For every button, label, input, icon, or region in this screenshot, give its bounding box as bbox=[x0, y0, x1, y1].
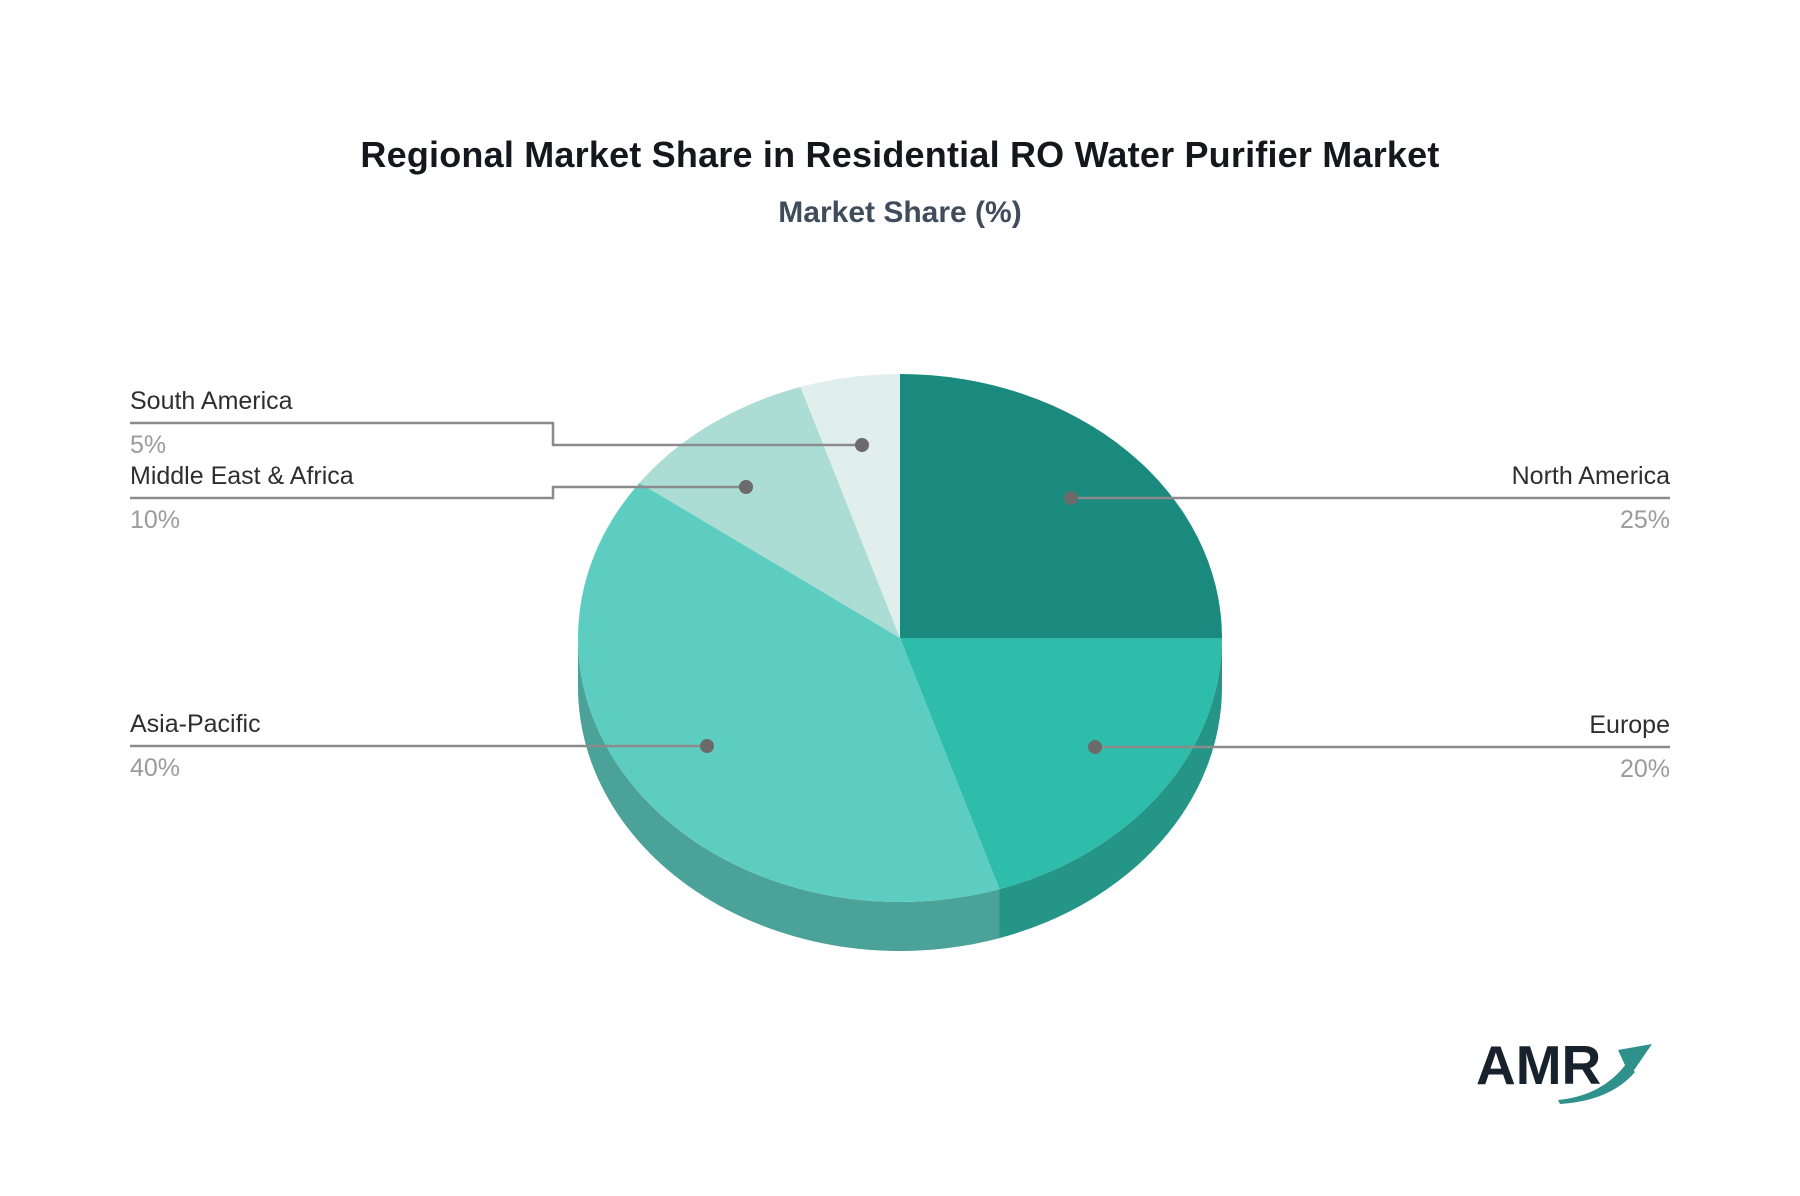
leader-line-middle-east-africa bbox=[130, 485, 746, 500]
slice-value: 40% bbox=[130, 754, 181, 782]
callout-middle-east-africa: Middle East & Africa 10% bbox=[130, 460, 354, 536]
leader-line-south-america bbox=[130, 421, 862, 447]
leader-dot-south-america bbox=[855, 438, 869, 452]
brand-logo: AMR bbox=[1476, 1038, 1666, 1118]
pie-wall-asia-pacific bbox=[578, 638, 1000, 951]
pie-slice-europe[interactable] bbox=[900, 638, 1222, 890]
slice-label: Europe bbox=[1589, 711, 1670, 739]
pie-slice-middle-east-africa[interactable] bbox=[639, 386, 900, 638]
callout-north-america: North America 25% bbox=[1512, 460, 1670, 536]
chart-title: Regional Market Share in Residential RO … bbox=[360, 134, 1440, 175]
pie-wall-europe bbox=[999, 638, 1222, 939]
slice-label: South America bbox=[130, 387, 293, 415]
slice-value: 25% bbox=[1619, 506, 1670, 534]
slice-value: 5% bbox=[130, 431, 167, 459]
callout-asia-pacific: Asia-Pacific 40% bbox=[130, 708, 261, 784]
logo-text: AMR bbox=[1476, 1034, 1602, 1096]
callout-south-america: South America 5% bbox=[130, 385, 293, 461]
chart-subtitle: Market Share (%) bbox=[778, 196, 1022, 229]
pie-slice-north-america[interactable] bbox=[900, 374, 1222, 638]
leader-dot-asia-pacific bbox=[700, 739, 714, 753]
pie-slice-asia-pacific[interactable] bbox=[578, 482, 1000, 902]
slice-value: 10% bbox=[130, 506, 181, 534]
slice-label: Middle East & Africa bbox=[130, 462, 354, 490]
leader-dot-middle-east-africa bbox=[739, 480, 753, 494]
pie-slice-south-america[interactable] bbox=[800, 374, 900, 638]
slice-label: Asia-Pacific bbox=[130, 710, 261, 738]
slice-label: North America bbox=[1511, 462, 1670, 490]
leader-dot-europe bbox=[1088, 740, 1102, 754]
leader-dot-north-america bbox=[1064, 491, 1078, 505]
slice-value: 20% bbox=[1619, 755, 1670, 783]
callout-europe: Europe 20% bbox=[1589, 709, 1670, 785]
logo-arrow-icon bbox=[1558, 1044, 1652, 1104]
